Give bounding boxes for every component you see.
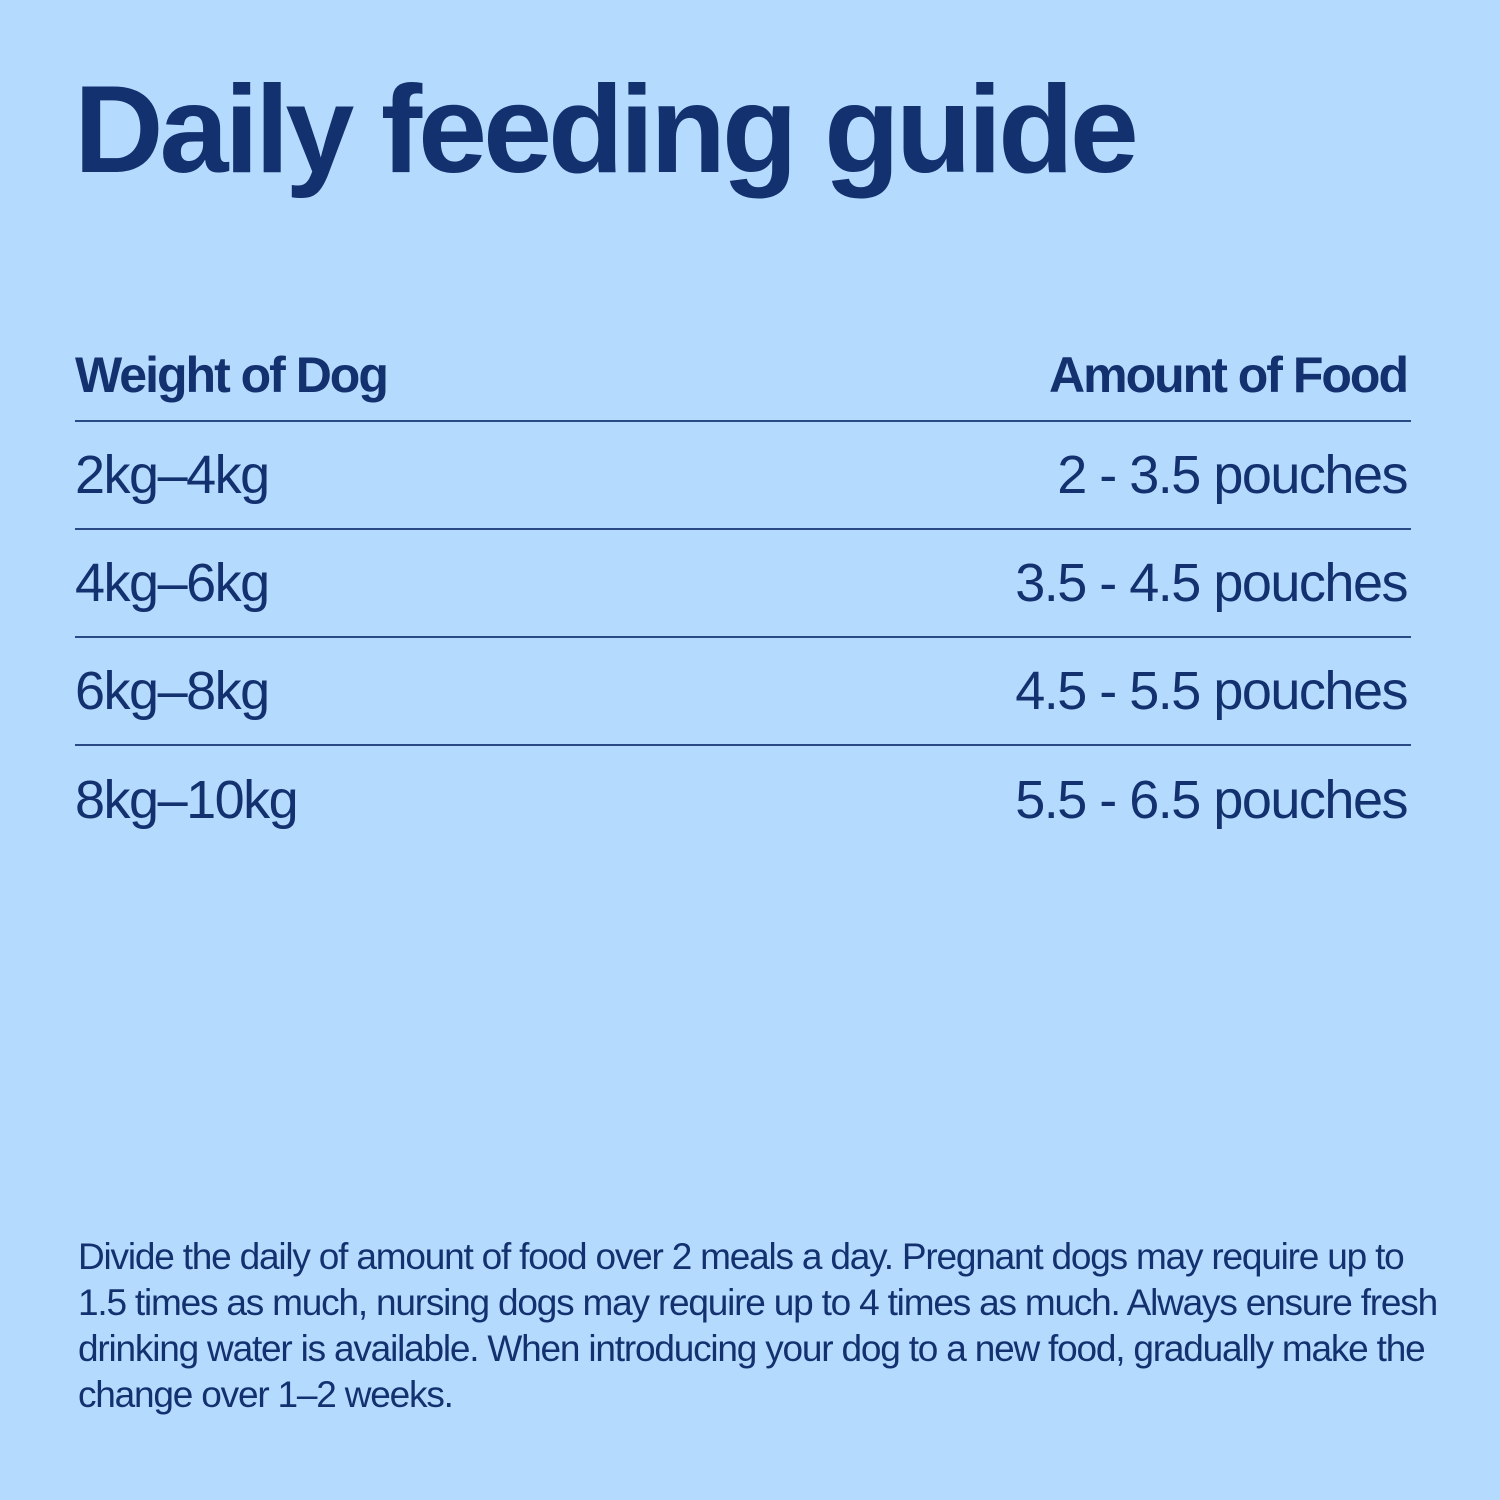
table-header-row: Weight of Dog Amount of Food [75,330,1411,422]
amount-cell: 4.5 - 5.5 pouches [1015,661,1408,721]
feeding-table: Weight of Dog Amount of Food 2kg–4kg 2 -… [75,330,1411,854]
weight-cell: 4kg–6kg [75,553,270,613]
feeding-instructions-note: Divide the daily of amount of food over … [78,1236,1438,1415]
column-header-weight: Weight of Dog [75,347,389,403]
table-row: 2kg–4kg 2 - 3.5 pouches [75,422,1411,530]
amount-cell: 2 - 3.5 pouches [1057,445,1408,505]
column-header-amount: Amount of Food [1049,347,1409,403]
page-title: Daily feeding guide [74,61,1139,199]
table-row: 4kg–6kg 3.5 - 4.5 pouches [75,530,1411,638]
amount-cell: 5.5 - 6.5 pouches [1015,770,1408,830]
weight-cell: 2kg–4kg [75,445,270,505]
weight-cell: 6kg–8kg [75,661,270,721]
table-row: 8kg–10kg 5.5 - 6.5 pouches [75,746,1411,854]
amount-cell: 3.5 - 4.5 pouches [1015,553,1408,613]
weight-cell: 8kg–10kg [75,770,299,830]
table-row: 6kg–8kg 4.5 - 5.5 pouches [75,638,1411,746]
